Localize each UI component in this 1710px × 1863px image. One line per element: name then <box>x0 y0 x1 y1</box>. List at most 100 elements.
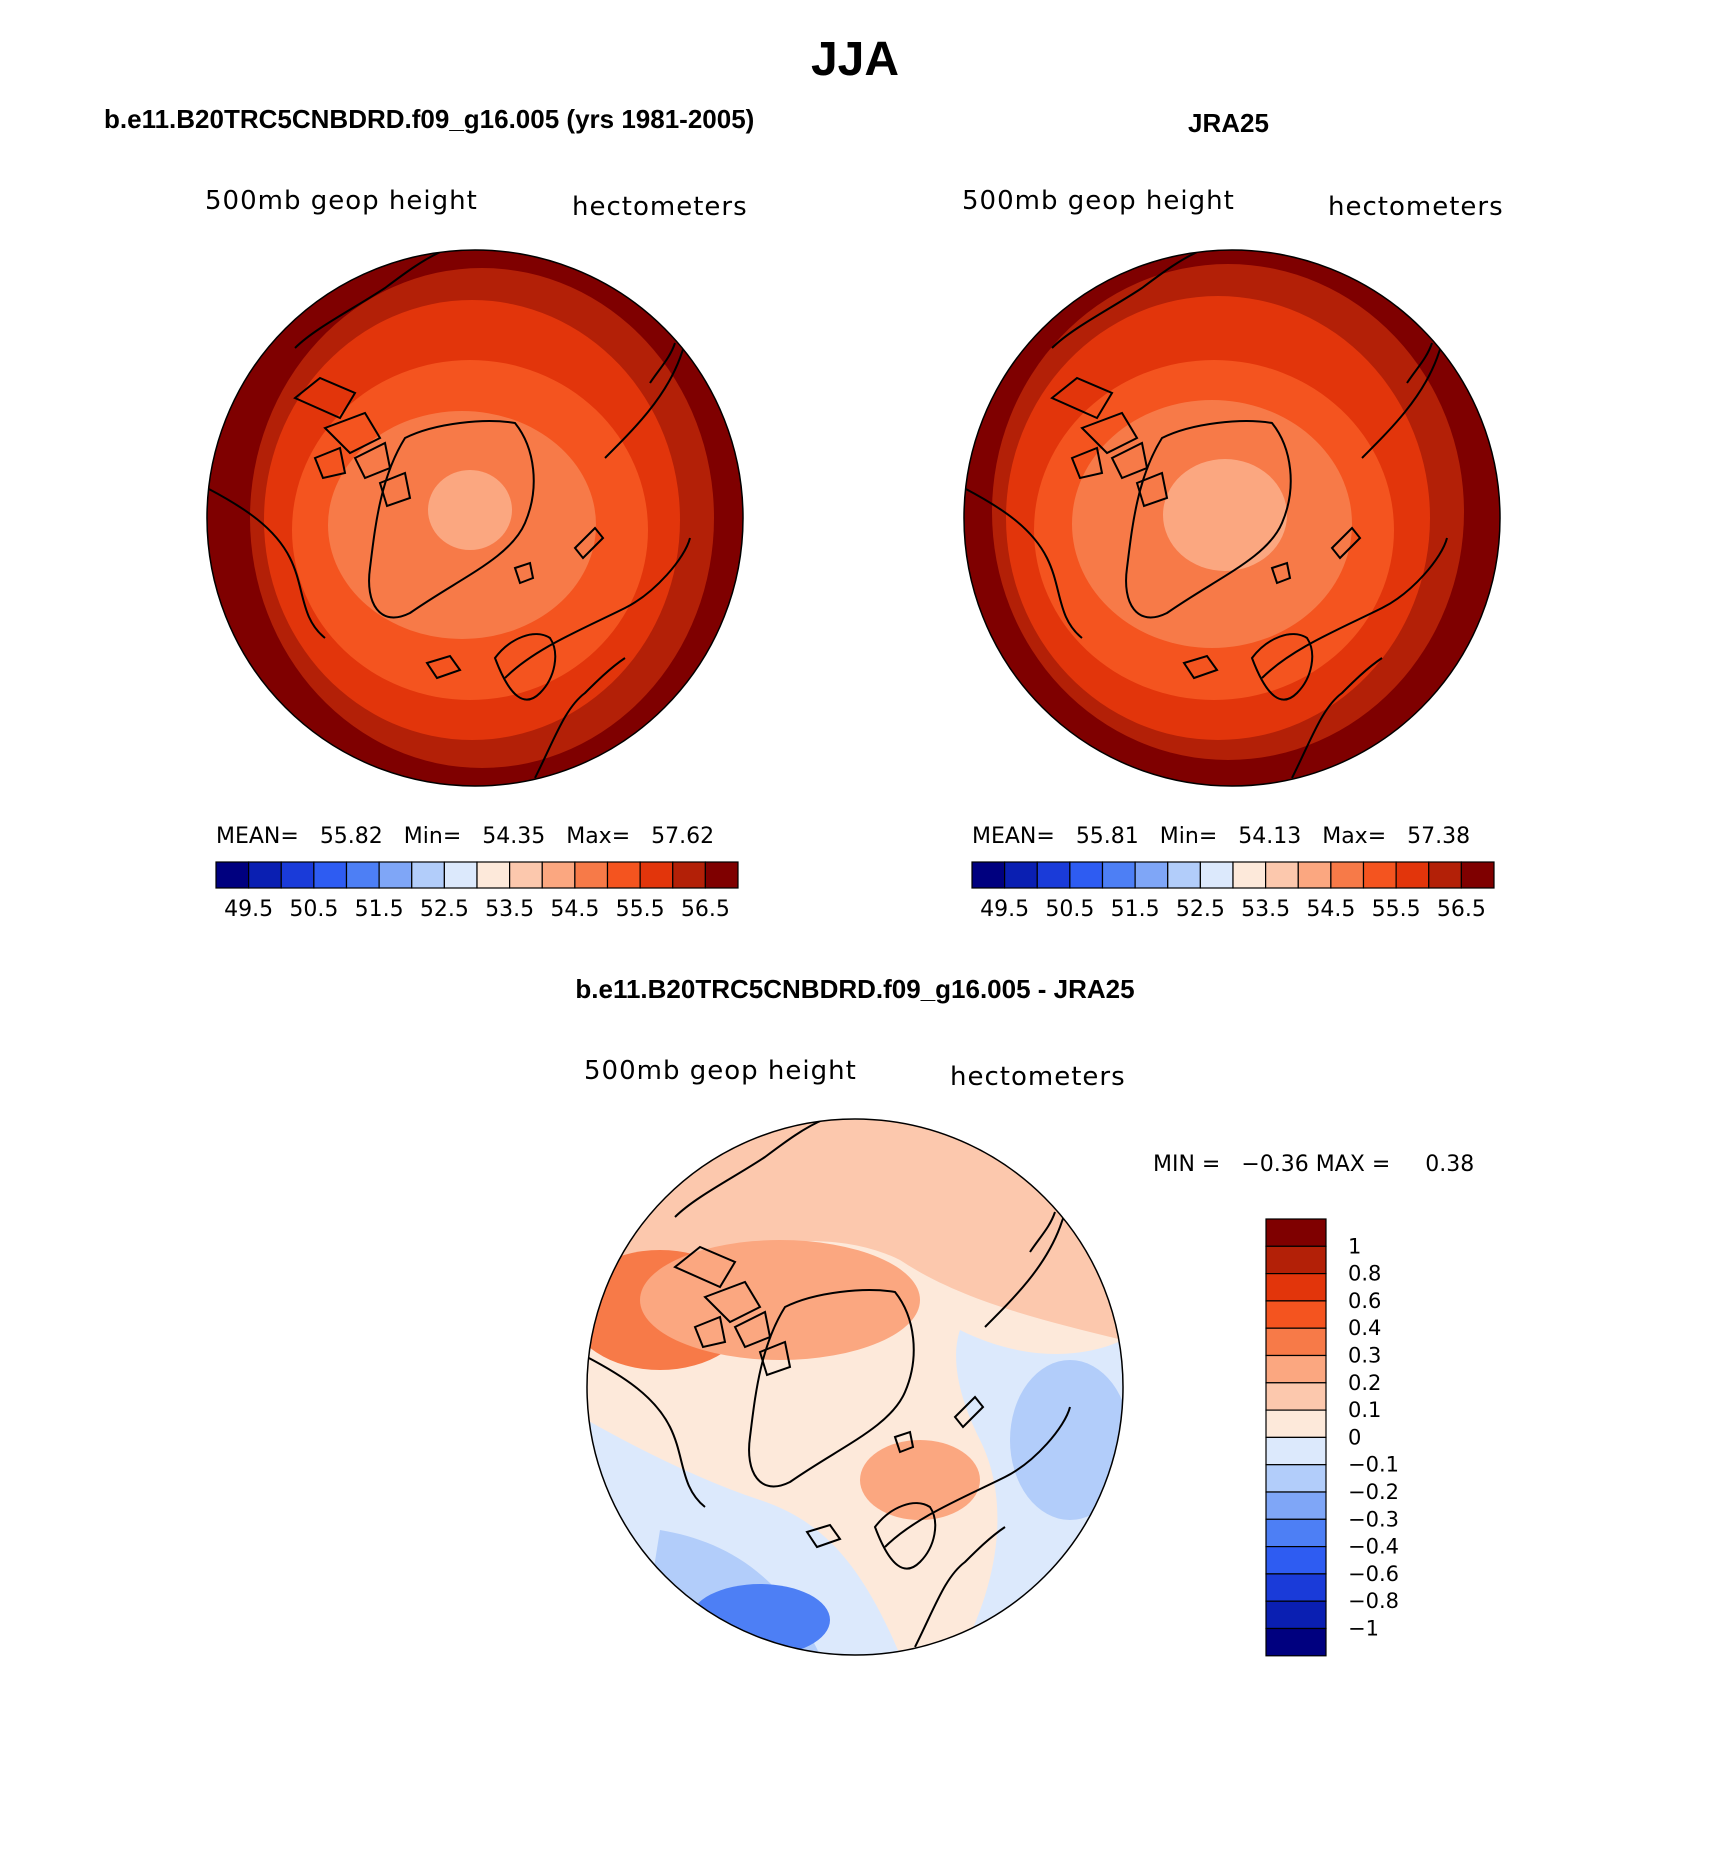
colorbar-3-tick-label: −0.3 <box>1348 1507 1399 1531</box>
colorbar-2-tick-label: 55.5 <box>1372 897 1421 922</box>
colorbar-1-swatch <box>313 861 348 889</box>
colorbar-2-swatch <box>1297 861 1332 889</box>
panel-1-stats: MEAN= 55.82 Min= 54.35 Max= 57.62 <box>216 824 715 849</box>
colorbar-1-swatch <box>509 861 543 889</box>
colorbar-3-tick-label: 0.4 <box>1348 1316 1381 1340</box>
panel-2-stats: MEAN= 55.81 Min= 54.13 Max= 57.38 <box>972 824 1471 849</box>
colorbar-1-swatch <box>345 861 380 889</box>
colorbar-3-swatch <box>1265 1272 1327 1302</box>
colorbar-1-swatch <box>574 861 609 889</box>
colorbar-1-swatch <box>248 861 282 889</box>
map-3-band-neg0.4-south <box>690 1584 830 1655</box>
map-3-band-0.2-east <box>860 1440 980 1520</box>
panel-1-variable: 500mb geop height <box>205 186 478 216</box>
colorbar-2-swatch <box>1069 861 1104 889</box>
colorbar-3-tick-label: 0.2 <box>1348 1371 1381 1395</box>
colorbar-2-swatch <box>971 861 1006 889</box>
colorbar-2-tick-label: 51.5 <box>1111 897 1160 922</box>
panel-2-variable: 500mb geop height <box>962 186 1235 216</box>
panel-3-title: b.e11.B20TRC5CNBDRD.f09_g16.005 - JRA25 <box>575 974 1135 1004</box>
colorbar-3-swatch <box>1265 1600 1327 1630</box>
panel-2-units: hectometers <box>1328 192 1504 222</box>
panel-1-title: b.e11.B20TRC5CNBDRD.f09_g16.005 (yrs 198… <box>104 104 755 134</box>
colorbar-1-swatch <box>672 861 706 889</box>
colorbar-2-swatch <box>1101 861 1136 889</box>
colorbar-1-tick-label: 56.5 <box>681 897 730 922</box>
map-1-band-54 <box>428 470 512 550</box>
figure-title: JJA <box>810 33 900 86</box>
colorbar-3-swatch <box>1265 1300 1327 1329</box>
colorbar-2-swatch <box>1004 861 1038 889</box>
colorbar-1-swatch <box>215 861 250 889</box>
colorbar-3-swatch <box>1265 1491 1327 1520</box>
colorbar-2-swatch <box>1036 861 1071 889</box>
colorbar-2-swatch <box>1167 861 1201 889</box>
colorbar-1-swatch <box>606 861 641 889</box>
colorbar-3-tick-label: 0.8 <box>1348 1262 1381 1286</box>
colorbar-1-swatch <box>704 861 739 889</box>
map-3-band-0.1-north <box>587 1120 1123 1340</box>
colorbar-3-swatch <box>1265 1354 1327 1384</box>
colorbar-1: 49.5 50.5 51.5 52.5 53.5 54.5 55.5 56.5 <box>215 861 739 922</box>
colorbar-1-tick-label: 51.5 <box>355 897 404 922</box>
panel-1-units: hectometers <box>572 192 748 222</box>
colorbar-1-swatch <box>639 861 674 889</box>
colorbar-1-swatch <box>411 861 445 889</box>
colorbar-2-tick-label: 53.5 <box>1241 897 1290 922</box>
colorbar-2-tick-label: 52.5 <box>1176 897 1225 922</box>
colorbar-3-swatch <box>1265 1573 1327 1602</box>
map-3-band-neg0.2-east <box>1010 1360 1123 1520</box>
colorbar-3-swatch <box>1265 1382 1327 1411</box>
colorbar-3-tick-label: −0.8 <box>1348 1589 1399 1613</box>
colorbar-1-swatch <box>443 861 478 889</box>
map-3-border <box>586 1118 1124 1656</box>
colorbar-1-swatch <box>541 861 576 889</box>
colorbar-3-swatch <box>1265 1409 1327 1438</box>
map-panel-3 <box>586 1118 1124 1656</box>
map-2-band-54 <box>1163 459 1287 571</box>
panel-2-title: JRA25 <box>1188 108 1269 138</box>
colorbar-2-tick-label: 56.5 <box>1437 897 1486 922</box>
map-panel-2 <box>963 249 1501 787</box>
colorbar-3-swatch <box>1265 1245 1327 1275</box>
colorbar-2-swatch <box>1428 861 1462 889</box>
panel-3-stats: MIN = −0.36 MAX = 0.38 <box>1153 1152 1475 1177</box>
map-3-band-0.2-central <box>640 1240 920 1360</box>
colorbar-1-tick-label: 52.5 <box>420 897 469 922</box>
colorbar-3-swatch <box>1265 1436 1327 1466</box>
colorbar-3-swatch <box>1265 1518 1327 1548</box>
colorbar-3-tick-label: −0.4 <box>1348 1535 1399 1559</box>
map-2-border <box>963 249 1501 787</box>
colorbar-3-tick-label: 0.1 <box>1348 1398 1381 1422</box>
colorbar-3-swatch <box>1265 1327 1327 1357</box>
map-1-border <box>206 249 744 787</box>
colorbar-3-tick-label: −0.2 <box>1348 1480 1399 1504</box>
colorbar-2-tick-label: 50.5 <box>1045 897 1094 922</box>
colorbar-3-tick-label: −0.6 <box>1348 1562 1399 1586</box>
colorbar-3-swatch <box>1265 1464 1327 1493</box>
colorbar-1-swatch <box>280 861 315 889</box>
colorbar-2-swatch <box>1330 861 1365 889</box>
colorbar-2-swatch <box>1134 861 1169 889</box>
colorbar-2-swatch <box>1232 861 1267 889</box>
colorbar-1-tick-label: 54.5 <box>550 897 599 922</box>
colorbar-1-tick-label: 55.5 <box>616 897 665 922</box>
colorbar-3-tick-label: 0 <box>1348 1425 1361 1449</box>
colorbar-2-tick-label: 49.5 <box>980 897 1029 922</box>
colorbar-2-swatch <box>1265 861 1299 889</box>
colorbar-2-swatch <box>1362 861 1397 889</box>
colorbar-3-tick-label: −1 <box>1348 1617 1379 1641</box>
colorbar-1-swatch <box>378 861 413 889</box>
colorbar-2-tick-label: 54.5 <box>1306 897 1355 922</box>
colorbar-2-swatch <box>1395 861 1430 889</box>
colorbar-3: 1 0.8 0.6 0.4 0.3 0.2 0.1 0 −0.1 −0.2 −0.3 −0.4 −0.6… <box>1265 1218 1399 1657</box>
colorbar-1-tick-label: 50.5 <box>289 897 338 922</box>
colorbar-2-swatch <box>1460 861 1495 889</box>
colorbar-3-tick-label: −0.1 <box>1348 1453 1399 1477</box>
colorbar-3-swatch <box>1265 1545 1327 1575</box>
colorbar-3-swatch <box>1265 1627 1327 1657</box>
colorbar-3-swatch <box>1265 1218 1327 1247</box>
colorbar-1-tick-label: 53.5 <box>485 897 534 922</box>
colorbar-2: 49.5 50.5 51.5 52.5 53.5 54.5 55.5 56.5 <box>971 861 1495 922</box>
